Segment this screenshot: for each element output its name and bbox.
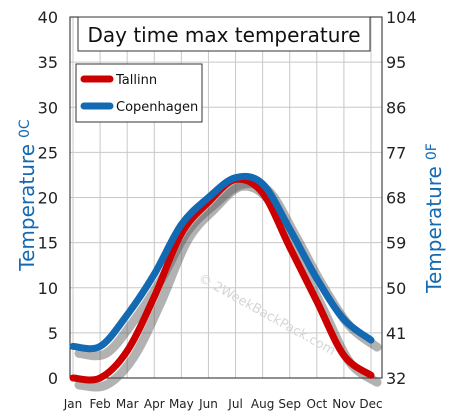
x-tick-label: Sep [278,397,301,411]
x-tick-label: Mar [116,397,139,411]
x-tick-label: Jan [63,397,83,411]
right-tick-label: 68 [386,189,406,208]
legend-box [75,63,203,123]
x-tick-label: Feb [89,397,110,411]
right-tick-label: 86 [386,98,406,117]
right-tick-label: 104 [386,8,417,27]
left-tick-label: 30 [38,98,58,117]
title-box [77,16,371,52]
left-axis-ticks: 0 5 10 15 20 25 30 35 40 [38,8,58,388]
x-tick-label: Oct [306,397,327,411]
right-tick-label: 50 [386,279,406,298]
left-axis-title-text: Temperature [15,144,39,272]
right-tick-label: 77 [386,143,406,162]
left-tick-label: 0 [48,369,58,388]
x-tick-label: Apr [144,397,165,411]
left-tick-label: 20 [38,189,58,208]
right-tick-label: 95 [386,53,406,72]
x-axis-ticks: Jan Feb Mar Apr May Jun Jul Aug Sep Oct Nov Dec [63,397,383,411]
right-axis-unit: 0F [424,143,440,160]
left-tick-label: 25 [38,143,58,162]
left-axis-title: Temperature 0C [15,119,39,272]
x-tick-label: Dec [359,397,382,411]
left-tick-label: 5 [48,324,58,343]
left-tick-label: 35 [38,53,58,72]
series-line-copenhagen [69,172,375,353]
right-tick-label: 41 [386,324,406,343]
left-tick-label: 10 [38,279,58,298]
left-tick-label: 40 [38,8,58,27]
chart-title: Day time max temperature [87,23,360,47]
right-axis-title: Temperature 0F [422,143,446,294]
x-tick-label: Jul [227,397,242,411]
x-tick-label: May [169,397,194,411]
right-tick-label: 59 [386,234,406,253]
right-axis-ticks: 32 41 50 59 68 77 86 95 104 [386,8,417,388]
x-tick-label: Nov [332,397,355,411]
left-axis-unit: 0C [17,119,33,138]
legend-label-copenhagen: Copenhagen [116,100,198,115]
right-axis-title-text: Temperature [422,166,446,294]
series-lines [69,172,375,384]
legend-label-tallinn: Tallinn [115,73,157,88]
left-tick-label: 15 [38,234,58,253]
right-tick-label: 32 [386,369,406,388]
x-tick-label: Jun [198,397,218,411]
x-tick-label: Aug [251,397,274,411]
